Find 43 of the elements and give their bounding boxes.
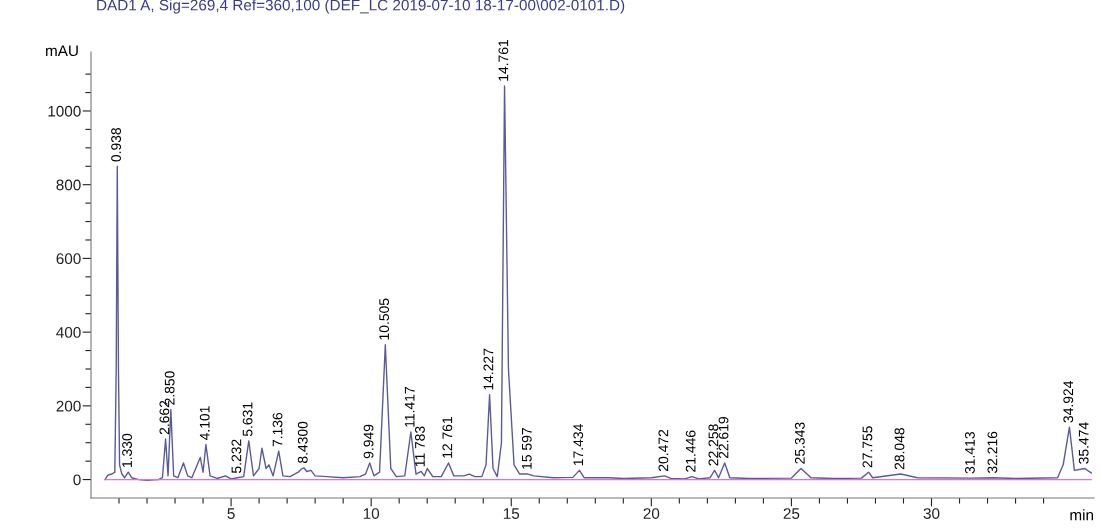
annotation: 28.048: [894, 428, 905, 470]
annotation: 7.136: [272, 412, 283, 447]
y-tick-label: 800: [56, 179, 81, 191]
annotation: 14.761: [498, 39, 509, 81]
x-tick-label: 15: [503, 508, 520, 519]
annotation: 0.938: [111, 127, 122, 162]
annotation: 32.216: [987, 431, 998, 474]
x-tick-label: 20: [643, 508, 660, 519]
annotation: 5.232: [231, 439, 242, 474]
annotation: 4.101: [199, 406, 210, 441]
annotation: 20.472: [658, 429, 669, 472]
chart-title: DAD1 A, Sig=269,4 Ref=360,100 (DEF_LC 2019-07-10 18-17-00\002-0101.D): [97, 0, 625, 14]
annotation: 15 597: [521, 428, 532, 469]
annotation: 27.755: [862, 426, 873, 468]
annotation: 35.474: [1078, 422, 1089, 464]
annotation: 21.446: [685, 430, 696, 472]
annotation: 31.413: [964, 432, 975, 474]
x-tick-label: 25: [783, 508, 800, 519]
y-tick-label: 0: [73, 474, 81, 486]
annotation: 5.631: [242, 402, 253, 437]
y-axis-title: mAU: [46, 45, 78, 57]
y-tick-label: 400: [56, 327, 81, 338]
x-tick-label: 30: [923, 508, 940, 519]
annotation: 17.434: [573, 424, 584, 466]
annotation: 1.330: [122, 433, 132, 467]
annotation: 22.619: [718, 416, 729, 459]
y-tick-label: 200: [56, 400, 81, 412]
annotation: 8.4300: [297, 421, 308, 464]
annotation: 12 761: [442, 417, 453, 458]
line-series: [104, 85, 1092, 482]
annotation: 10.505: [379, 298, 390, 340]
x-axis-title: min: [1070, 509, 1094, 521]
annotation: 34.924: [1063, 380, 1074, 423]
y-tick-label: 600: [56, 253, 81, 265]
annotation: 11.417: [404, 387, 415, 427]
x-tick-label: 5: [227, 508, 235, 519]
annotation: 25.343: [794, 422, 805, 464]
annotation: 9.949: [363, 424, 374, 459]
annotation: 11 783: [415, 426, 425, 467]
annotation: 14.227: [483, 348, 494, 390]
annotation: 22.258: [708, 424, 719, 466]
x-tick-label: 10: [363, 508, 380, 519]
y-tick-label: 1000: [48, 105, 81, 117]
